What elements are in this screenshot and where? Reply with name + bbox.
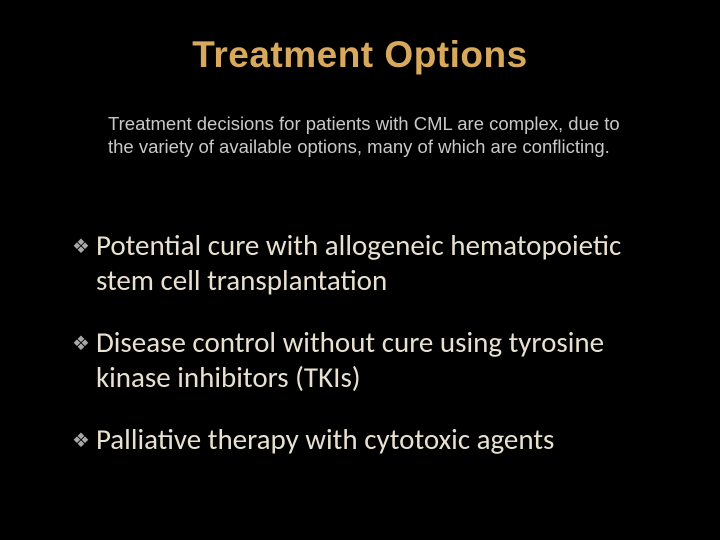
bullet-text: Palliative therapy with cytotoxic agents xyxy=(96,422,554,457)
bullet-text: Disease control without cure using tyros… xyxy=(96,325,672,396)
intro-paragraph: Treatment decisions for patients with CM… xyxy=(108,112,628,158)
bullet-list: ❖ Potential cure with allogeneic hematop… xyxy=(72,228,672,486)
bullet-text: Potential cure with allogeneic hematopoi… xyxy=(96,228,672,299)
diamond-bullet-icon: ❖ xyxy=(72,325,90,363)
bullet-item: ❖ Palliative therapy with cytotoxic agen… xyxy=(72,422,672,460)
bullet-item: ❖ Potential cure with allogeneic hematop… xyxy=(72,228,672,299)
slide: Treatment Options Treatment decisions fo… xyxy=(0,0,720,540)
diamond-bullet-icon: ❖ xyxy=(72,422,90,460)
bullet-item: ❖ Disease control without cure using tyr… xyxy=(72,325,672,396)
diamond-bullet-icon: ❖ xyxy=(72,228,90,266)
slide-title: Treatment Options xyxy=(0,34,720,76)
